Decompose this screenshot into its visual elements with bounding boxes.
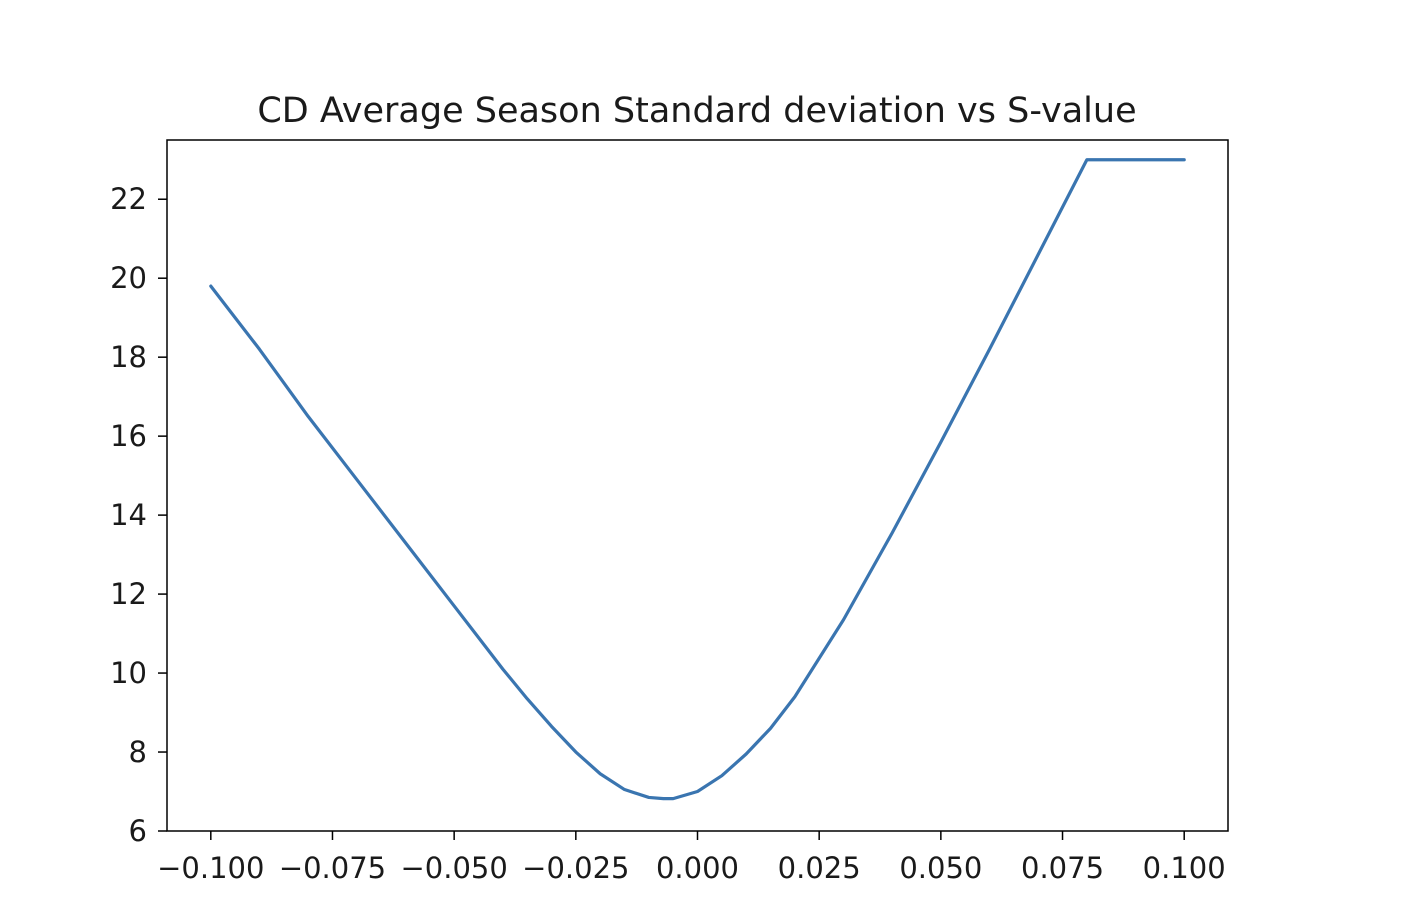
y-tick-label: 12	[110, 577, 147, 611]
y-tick-label: 8	[129, 735, 147, 769]
y-tick-label: 14	[110, 498, 147, 532]
y-tick-label: 22	[110, 182, 147, 216]
chart-title: CD Average Season Standard deviation vs …	[257, 91, 1136, 131]
y-axis: 6 8 10 12 14 16 18 20 22	[110, 182, 167, 848]
x-tick-label: 0.025	[778, 851, 861, 885]
y-tick-label: 6	[129, 814, 147, 848]
axes-frame	[166, 139, 1229, 832]
y-tick-label: 20	[110, 261, 147, 295]
x-tick-label: 0.100	[1143, 851, 1226, 885]
y-tick-label: 10	[110, 656, 147, 690]
x-tick-label: −0.075	[279, 851, 386, 885]
y-tick-label: 16	[110, 419, 147, 453]
x-tick-label: 0.050	[899, 851, 982, 885]
x-tick-label: 0.075	[1021, 851, 1104, 885]
series-line	[209, 158, 1186, 801]
x-axis: −0.100 −0.075 −0.050 −0.025 0.000 0.025 0.050 0…	[157, 831, 1226, 885]
plot-area	[209, 158, 1186, 801]
x-tick-label: 0.000	[656, 851, 739, 885]
y-tick-label: 18	[110, 340, 147, 374]
x-tick-label: −0.100	[157, 851, 264, 885]
x-tick-label: −0.025	[522, 851, 629, 885]
x-tick-label: −0.050	[400, 851, 507, 885]
